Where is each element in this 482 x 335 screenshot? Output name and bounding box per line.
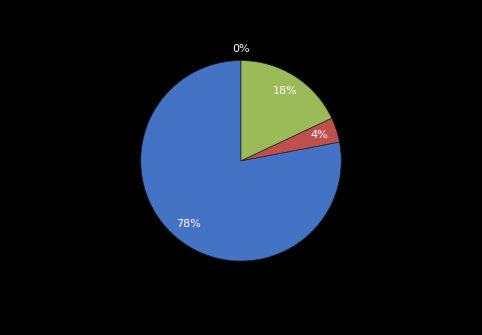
Wedge shape (241, 61, 332, 161)
Wedge shape (141, 61, 341, 261)
Text: 0%: 0% (232, 44, 250, 54)
Text: 4%: 4% (310, 130, 328, 140)
Wedge shape (241, 118, 339, 161)
Text: 78%: 78% (176, 219, 201, 229)
Text: 18%: 18% (273, 86, 297, 96)
